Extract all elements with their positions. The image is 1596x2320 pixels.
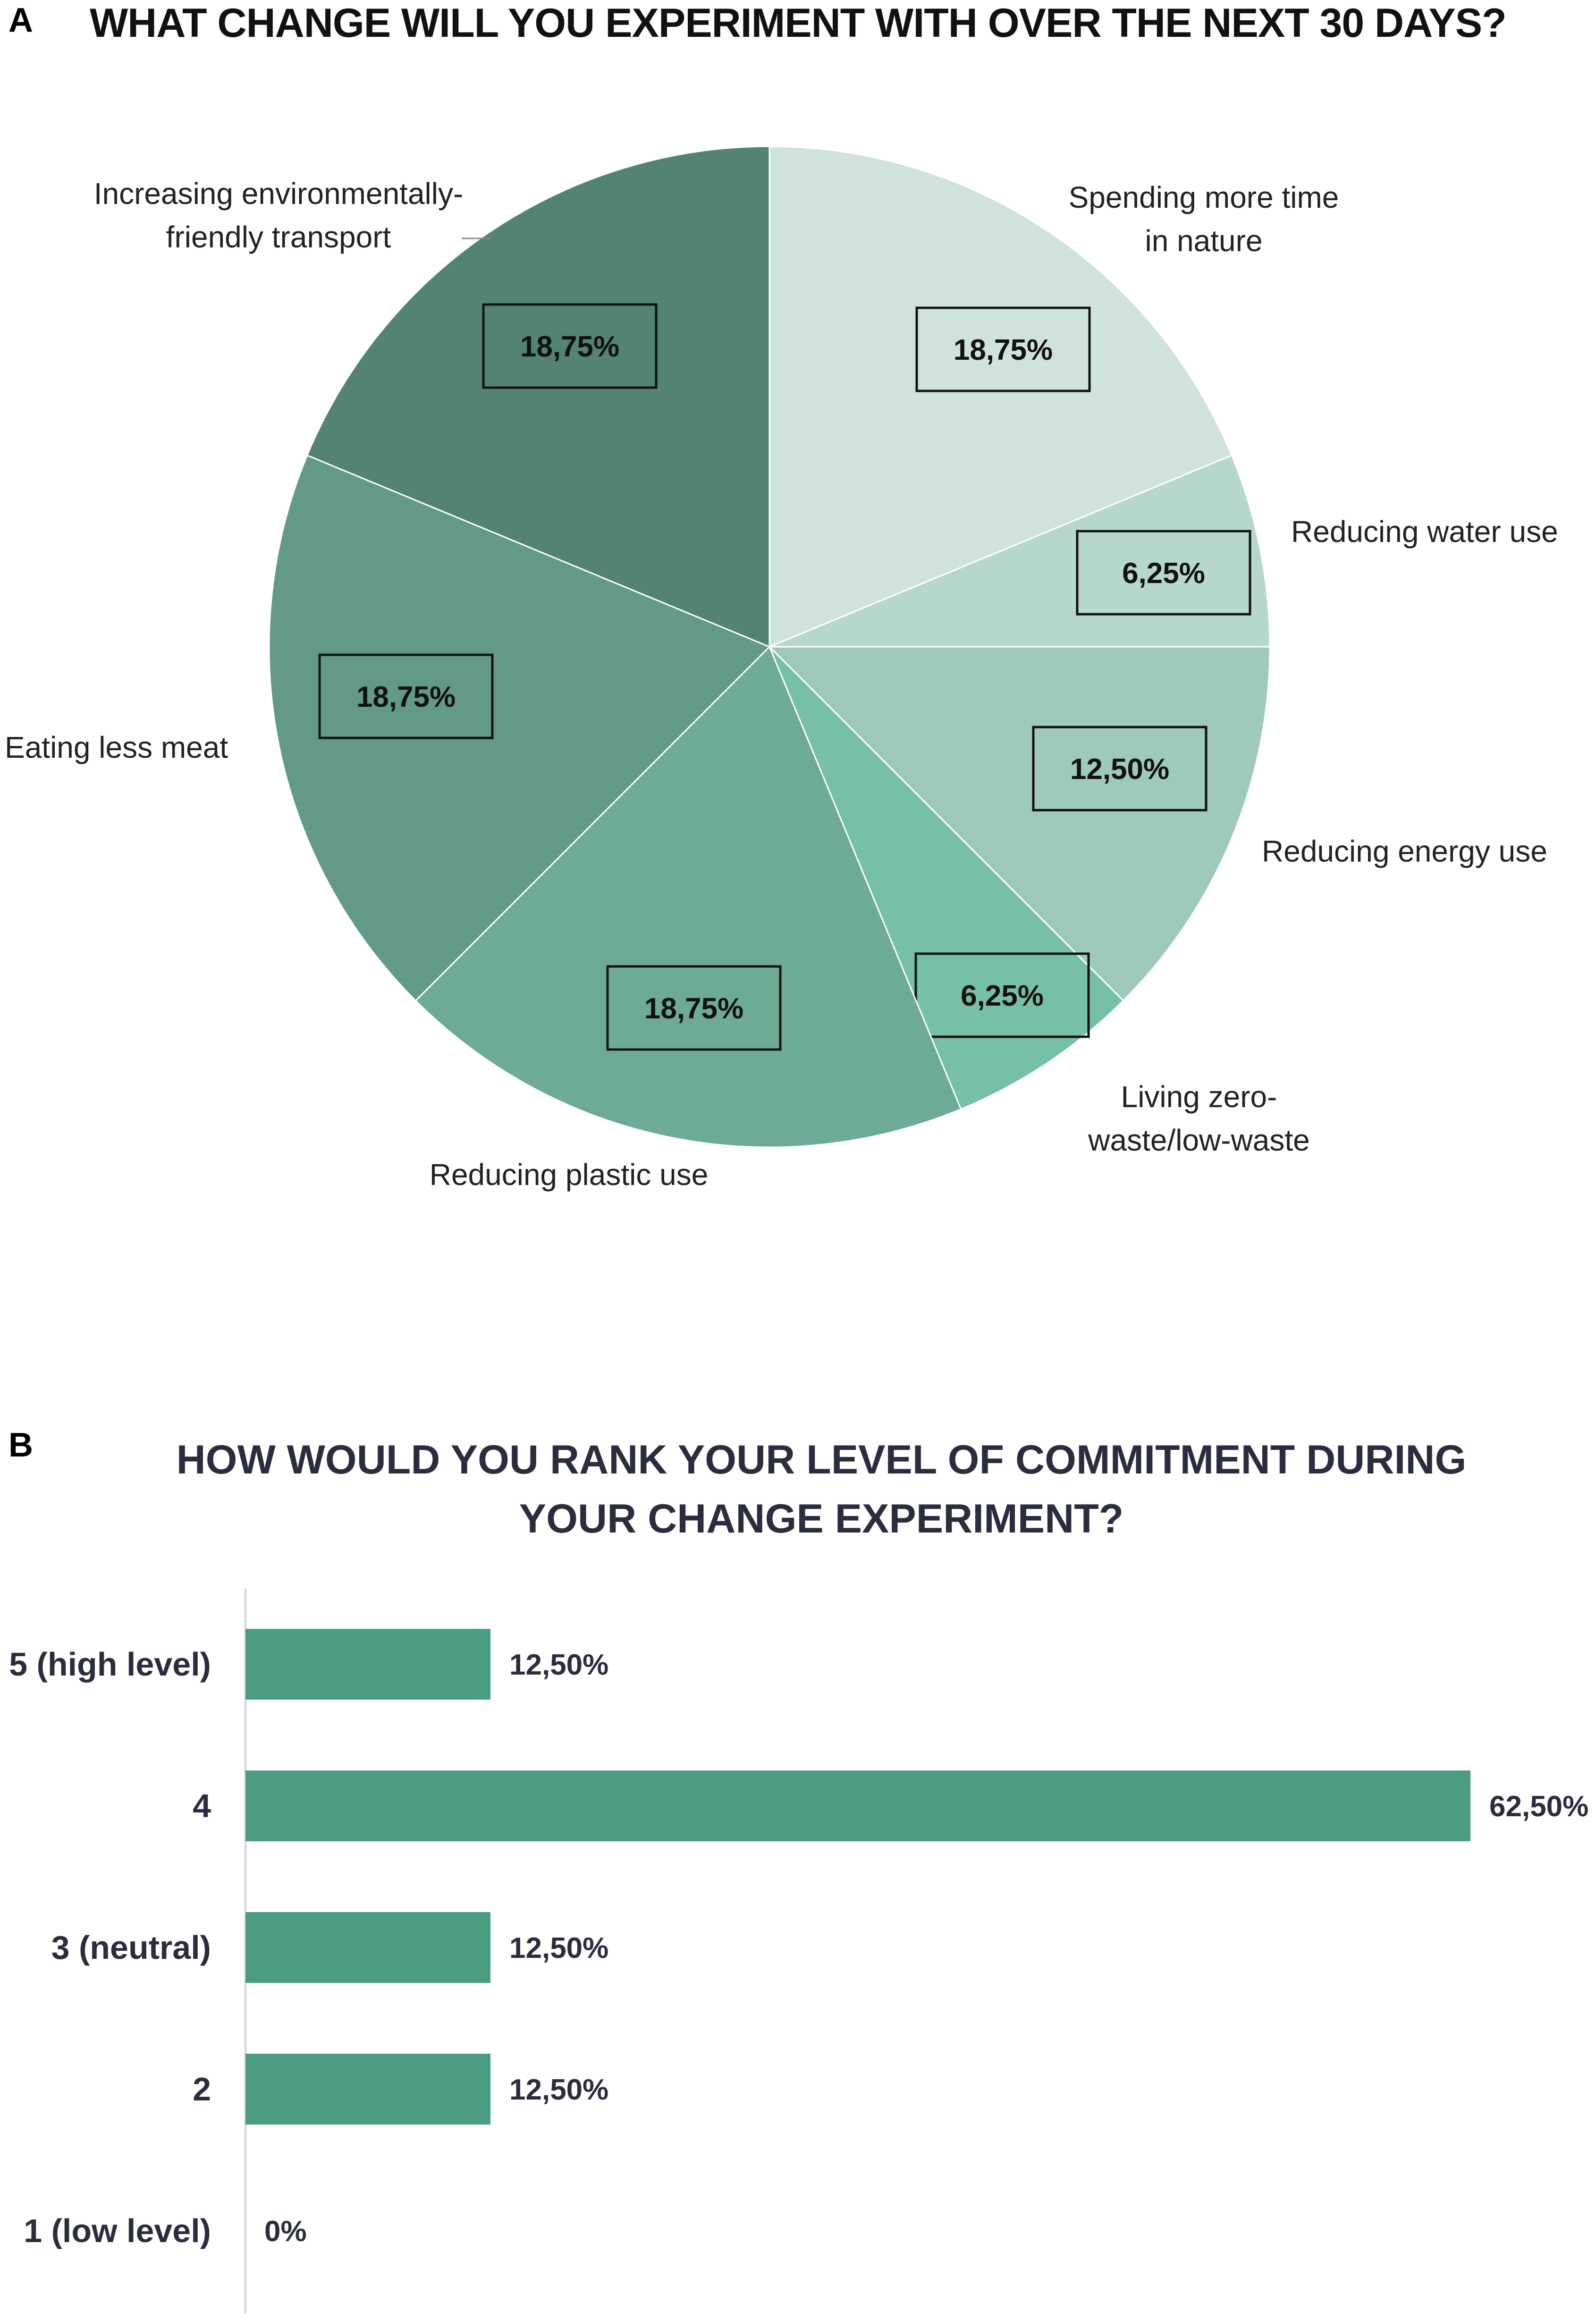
- bar-chart-title: HOW WOULD YOU RANK YOUR LEVEL OF COMMITM…: [94, 1431, 1548, 1549]
- bar-chart-title-line-1: HOW WOULD YOU RANK YOUR LEVEL OF COMMITM…: [176, 1437, 1467, 1482]
- bar-2: [245, 1912, 490, 1983]
- pie-slice-6: [306, 145, 770, 648]
- pie-value-box-3: [914, 952, 1090, 1038]
- pie-value-box-6: [482, 303, 658, 389]
- pie-value-label-1: 6,25%: [1122, 557, 1205, 590]
- panel-letter-a: A: [8, 1, 33, 39]
- pie-slice-1: [769, 454, 1271, 648]
- pie-value-box-4: [606, 965, 782, 1051]
- pie-slice-5: [268, 454, 771, 1002]
- pie-value-box-1: [1076, 530, 1251, 616]
- pie-category-label-1: Reducing water use: [1291, 515, 1558, 549]
- bar-value-label-1: 62,50%: [1489, 1790, 1588, 1823]
- pie-category-label-3: Living zero-waste/low-waste: [1088, 1080, 1310, 1157]
- panel-letter-b: B: [8, 1426, 33, 1464]
- pie-value-box-2: [1032, 726, 1208, 812]
- pie-chart: 18,75% Spending more time in nature 6,25% Re…: [5, 145, 1558, 1192]
- bar-category-label-4: 1 (low level): [24, 2212, 211, 2249]
- pie-category-label-2: Reducing energy use: [1262, 834, 1547, 868]
- pie-slice-0: [768, 145, 1233, 648]
- pie-value-label-3: 6,25%: [961, 980, 1044, 1012]
- pie-chart-title: WHAT CHANGE WILL YOU EXPERIMENT WITH OVE…: [90, 0, 1507, 46]
- pie-value-label-0: 18,75%: [954, 334, 1053, 366]
- pie-value-box-5: [318, 653, 494, 739]
- bar-value-label-2: 12,50%: [509, 1932, 608, 1964]
- bar-value-label-4: 0%: [264, 2215, 307, 2248]
- pie-value-box-0: [915, 306, 1091, 392]
- pie-value-label-6: 18,75%: [520, 330, 619, 363]
- bar-value-label-3: 12,50%: [509, 2074, 608, 2106]
- pie-slice-2: [768, 646, 1271, 1002]
- pie-value-label-4: 18,75%: [644, 992, 743, 1025]
- bar-category-label-2: 3 (neutral): [51, 1929, 211, 1966]
- bar-category-label-3: 2: [193, 2071, 211, 2108]
- bar-chart: 5 (high level) 12,50% 4 62,50% 3 (neutral) 12…: [9, 1589, 1588, 2313]
- pie-slice-4: [414, 645, 962, 1148]
- bar-1: [245, 1770, 1470, 1841]
- pie-value-label-2: 12,50%: [1070, 753, 1169, 786]
- bar-value-label-0: 12,50%: [509, 1649, 608, 1681]
- pie-value-label-5: 18,75%: [356, 681, 456, 713]
- bar-0: [245, 1629, 490, 1700]
- pie-slice-3: [768, 646, 1124, 1110]
- pie-category-label-0: Spending more time in nature: [1069, 180, 1339, 258]
- bar-category-label-1: 4: [193, 1787, 211, 1824]
- bar-chart-title-line-2: YOUR CHANGE EXPERIMENT?: [519, 1496, 1124, 1541]
- pie-category-label-4: Reducing plastic use: [430, 1158, 709, 1192]
- bar-3: [245, 2054, 490, 2125]
- pie-category-label-6: Increasing environmentally-friendly tran…: [94, 177, 464, 254]
- bar-category-label-0: 5 (high level): [9, 1646, 211, 1683]
- pie-category-label-5: Eating less meat: [5, 730, 228, 764]
